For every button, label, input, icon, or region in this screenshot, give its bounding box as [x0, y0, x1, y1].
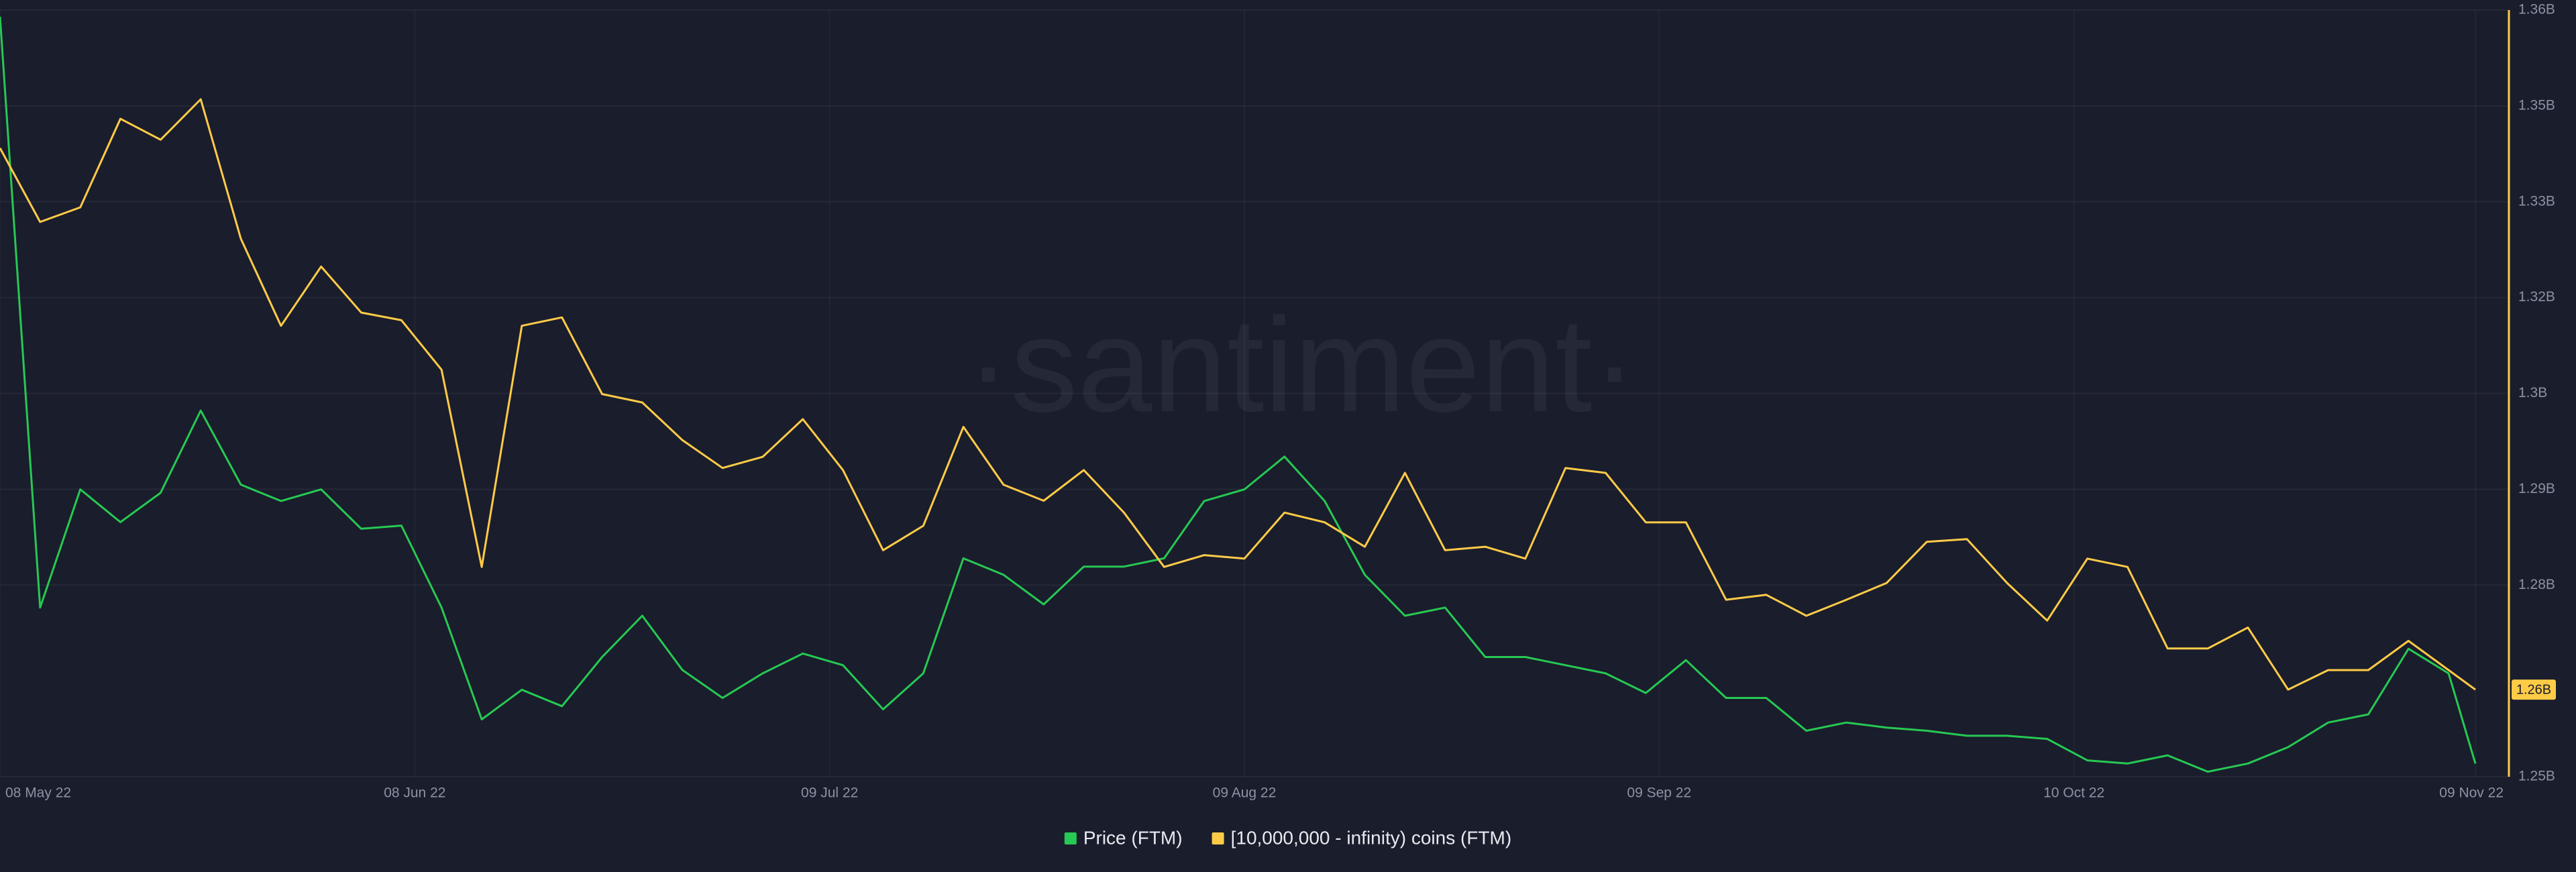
legend-swatch	[1064, 832, 1077, 844]
watermark: ·santiment·	[966, 290, 1637, 440]
y-tick-label: 1.25B	[2518, 769, 2555, 784]
x-tick-label: 09 Sep 22	[1627, 785, 1691, 801]
x-tick-label: 10 Oct 22	[2043, 785, 2104, 801]
series-line	[0, 16, 2477, 773]
legend: Price (FTM) [10,000,000 - infinity) coins…	[1064, 827, 1512, 848]
value-label: 1.26B	[2516, 682, 2551, 697]
legend-label: [10,000,000 - infinity) coins (FTM)	[1231, 827, 1512, 848]
legend-swatch	[1212, 832, 1224, 844]
y-tick-label: 1.29B	[2518, 481, 2555, 496]
y-tick-label: 1.35B	[2518, 97, 2555, 113]
y-tick-label: 1.36B	[2518, 2, 2555, 17]
y-tick-label: 1.28B	[2518, 577, 2555, 592]
x-tick-label: 09 Jul 22	[801, 785, 858, 801]
x-tick-label: 08 Jun 22	[384, 785, 445, 801]
series-line	[0, 98, 2476, 691]
y-tick-label: 1.3B	[2518, 385, 2547, 400]
legend-label: Price (FTM)	[1083, 827, 1183, 848]
x-tick-label: 09 Aug 22	[1213, 785, 1277, 801]
x-tick-label: 09 Nov 22	[2439, 785, 2504, 801]
value-badge	[2512, 679, 2556, 700]
y-tick-label: 1.32B	[2518, 289, 2555, 305]
x-tick-label: 08 May 22	[5, 785, 71, 801]
y-tick-label: 1.33B	[2518, 193, 2555, 209]
